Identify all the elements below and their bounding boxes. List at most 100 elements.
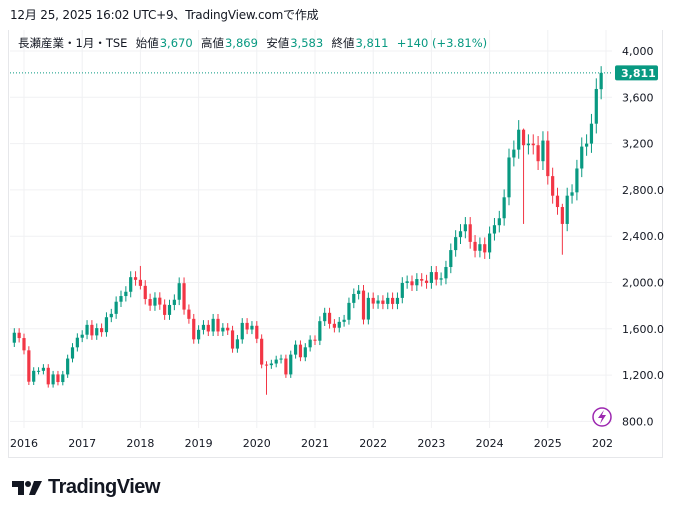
candle-2017-04: [95, 323, 99, 340]
candle-body: [429, 272, 433, 283]
low-value: 3,583: [290, 36, 324, 50]
close-value: 3,811: [355, 36, 389, 50]
candle-body: [250, 325, 254, 330]
candle-2017-02: [85, 320, 89, 340]
candle-body: [434, 272, 438, 280]
candle-body: [206, 324, 210, 332]
candle-2025-04: [560, 203, 564, 255]
candle-body: [148, 299, 152, 306]
candle-body: [269, 363, 273, 366]
candle-body: [420, 279, 424, 281]
candle-body: [565, 195, 569, 224]
candle-2020-01: [255, 321, 259, 344]
candle-2022-04: [386, 292, 390, 310]
x-tick-label: 2019: [185, 437, 213, 450]
candle-2019-03: [206, 320, 210, 337]
candle-body: [444, 266, 448, 279]
candle-body: [143, 285, 147, 300]
candle-2021-07: [342, 314, 346, 327]
candle-2015-11: [12, 328, 16, 347]
x-tick-label: 2021: [301, 437, 329, 450]
candle-2019-04: [211, 313, 215, 337]
candle-body: [298, 344, 303, 358]
candle-body: [51, 374, 55, 385]
candle-2020-10: [298, 340, 303, 362]
y-tick-label: 2,000.0: [622, 277, 664, 290]
x-tick-label: 2018: [126, 437, 154, 450]
candle-2020-05: [274, 355, 278, 368]
candle-body: [517, 129, 521, 150]
candle-body: [240, 322, 244, 340]
y-tick-label: 2,800.0: [622, 184, 664, 197]
candle-2023-07: [458, 224, 463, 245]
candle-2018-08: [172, 294, 176, 311]
candle-2024-10: [531, 134, 535, 155]
candle-2019-06: [221, 323, 225, 337]
high-label: 高値: [200, 36, 224, 50]
candle-2024-12: [541, 131, 545, 171]
candle-body: [163, 304, 167, 315]
candle-2019-11: [245, 318, 249, 335]
candle-body: [405, 281, 409, 283]
candle-2019-08: [230, 325, 235, 353]
candle-body: [230, 330, 235, 349]
candle-body: [337, 321, 341, 328]
lightning-icon[interactable]: [592, 407, 612, 427]
tradingview-logo[interactable]: TradingView: [12, 476, 160, 499]
candle-body: [410, 281, 414, 286]
candle-2018-04: [153, 292, 157, 311]
candle-2017-05: [100, 323, 104, 337]
candle-2017-08: [114, 296, 118, 319]
candle-body: [90, 324, 94, 336]
candle-2020-06: [279, 354, 283, 364]
y-tick-label: 3,600: [622, 91, 654, 104]
candle-2023-08: [463, 217, 467, 239]
tradingview-logo-text: TradingView: [48, 476, 160, 498]
x-tick-label: 202: [592, 437, 613, 450]
candle-2021-03: [323, 307, 327, 326]
candle-2016-05: [41, 364, 45, 375]
candle-body: [56, 374, 60, 383]
candle-body: [182, 283, 186, 310]
candle-body: [172, 299, 176, 305]
candle-body: [599, 72, 603, 90]
candle-2017-06: [104, 312, 109, 337]
candle-body: [211, 318, 215, 332]
candle-body: [167, 304, 172, 315]
candle-body: [473, 241, 477, 251]
candle-body: [575, 168, 579, 193]
candle-2022-10: [415, 273, 419, 291]
y-tick-label: 1,200.0: [622, 369, 664, 382]
candle-2017-12: [133, 271, 138, 286]
candle-2016-04: [36, 367, 41, 375]
candle-2018-06: [163, 299, 167, 320]
candle-2022-03: [381, 295, 385, 310]
candle-body: [274, 359, 278, 364]
candle-2016-03: [32, 367, 36, 386]
candle-body: [594, 88, 598, 124]
candle-2022-12: [424, 274, 429, 289]
candle-body: [449, 250, 453, 267]
candle-body: [478, 244, 482, 251]
candle-2019-10: [240, 318, 244, 344]
candle-body: [46, 367, 50, 385]
x-tick-label: 2023: [417, 437, 445, 450]
candle-2021-11: [361, 285, 366, 325]
candle-2021-08: [347, 297, 351, 325]
candle-2016-12: [75, 333, 79, 352]
candle-2021-05: [332, 319, 336, 333]
candle-body: [342, 319, 346, 322]
candle-2025-05: [565, 187, 569, 232]
candle-body: [192, 318, 196, 340]
candle-2018-05: [158, 292, 162, 310]
candle-2018-09: [177, 277, 181, 306]
candle-body: [366, 297, 370, 320]
candle-body: [386, 297, 390, 304]
candle-2020-07: [284, 354, 288, 378]
candle-2024-03: [497, 210, 501, 233]
low-label: 安値: [266, 36, 290, 50]
candle-2017-10: [124, 286, 128, 302]
candle-2019-01: [197, 325, 201, 344]
candle-body: [424, 280, 429, 283]
